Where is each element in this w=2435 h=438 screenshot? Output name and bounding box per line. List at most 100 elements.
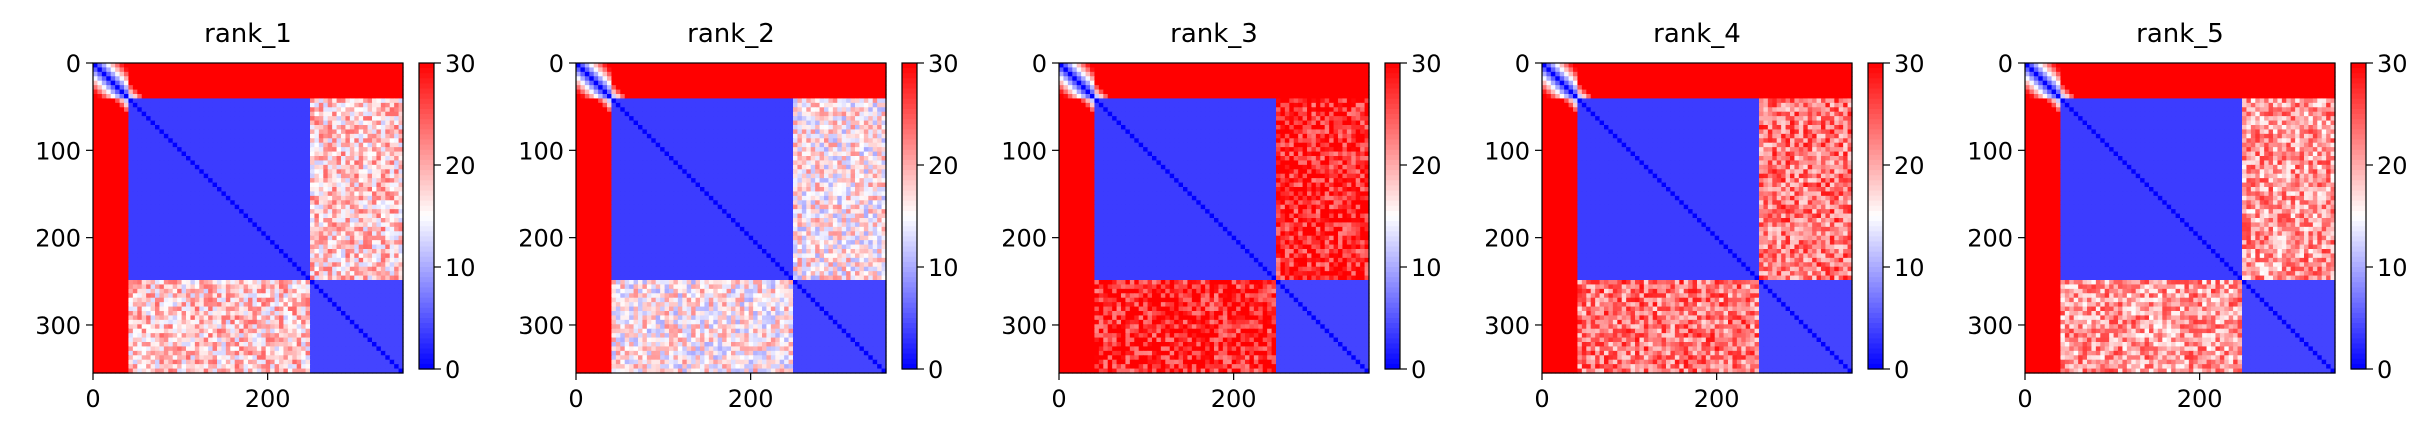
heatmap-cell (292, 328, 298, 334)
colorbar-segment (419, 292, 434, 299)
heatmap-cell (327, 249, 333, 255)
heatmap-cell (287, 178, 293, 184)
heatmap-cell (172, 98, 178, 104)
heatmap-cell (283, 368, 289, 374)
heatmap-cell (155, 204, 161, 210)
heatmap-cell (221, 368, 227, 374)
heatmap-cell (132, 209, 138, 215)
heatmap-cell (230, 195, 236, 201)
heatmap-cell (389, 275, 395, 281)
heatmap-cell (327, 94, 333, 100)
heatmap-cell (110, 213, 116, 219)
heatmap-cell (301, 187, 307, 193)
heatmap-cell (208, 306, 214, 312)
heatmap-cell (287, 257, 293, 263)
heatmap-cell (177, 306, 183, 312)
heatmap-cell (270, 350, 276, 356)
heatmap-cell (146, 293, 152, 299)
heatmap-cell (323, 350, 329, 356)
heatmap-cell (101, 262, 107, 268)
heatmap-cell (385, 262, 391, 268)
heatmap-cell (132, 350, 138, 356)
heatmap-cell (101, 120, 107, 126)
heatmap-cell (221, 226, 227, 232)
heatmap-cell (318, 142, 324, 148)
heatmap-cell (248, 364, 254, 370)
heatmap-cell (199, 85, 205, 91)
heatmap-cell (318, 328, 324, 334)
heatmap-cell (341, 89, 347, 95)
heatmap-cell (199, 293, 205, 299)
heatmap-cell (252, 288, 258, 294)
heatmap-cell (398, 324, 404, 330)
heatmap-cell (106, 129, 112, 135)
heatmap-cell (239, 337, 245, 343)
heatmap-cell (194, 297, 200, 303)
heatmap-cell (323, 324, 329, 330)
heatmap-cell (318, 107, 324, 113)
heatmap-cell (181, 359, 187, 365)
heatmap-cell (296, 164, 302, 170)
heatmap-cell (323, 218, 329, 224)
heatmap-cell (336, 156, 342, 162)
heatmap-cell (225, 337, 231, 343)
heatmap-cell (155, 213, 161, 219)
heatmap-cell (283, 302, 289, 308)
heatmap-cell (256, 187, 262, 193)
heatmap-cell (248, 85, 254, 91)
heatmap-cell (110, 359, 116, 365)
heatmap-cell (141, 257, 147, 263)
heatmap-cell (203, 293, 209, 299)
heatmap-cell (318, 284, 324, 290)
heatmap-cell (146, 297, 152, 303)
heatmap-cell (212, 94, 218, 100)
heatmap-cell (212, 306, 218, 312)
heatmap-cell (287, 169, 293, 175)
heatmap-cell (389, 319, 395, 325)
heatmap-cell (230, 311, 236, 317)
heatmap-cell (212, 271, 218, 277)
colorbar-segment (419, 251, 434, 258)
heatmap-cell (367, 151, 373, 157)
heatmap-cell (101, 275, 107, 281)
heatmap-cell (150, 164, 156, 170)
heatmap-cell (150, 160, 156, 166)
heatmap-cell (221, 324, 227, 330)
heatmap-cell (199, 280, 205, 286)
heatmap-cell (159, 182, 165, 188)
heatmap-cell (376, 111, 382, 117)
heatmap-cell (194, 235, 200, 241)
heatmap-cell (168, 89, 174, 95)
heatmap-cell (261, 262, 267, 268)
heatmap-cell (261, 213, 267, 219)
heatmap-cell (372, 218, 378, 224)
heatmap-cell (106, 169, 112, 175)
heatmap-cell (305, 98, 311, 104)
heatmap-cell (265, 116, 271, 122)
heatmap-cell (243, 71, 249, 77)
heatmap-cell (132, 231, 138, 237)
heatmap-cell (349, 138, 355, 144)
heatmap-cell (203, 138, 209, 144)
heatmap-cell (234, 333, 240, 339)
heatmap-cell (301, 85, 307, 91)
heatmap-cell (252, 151, 258, 157)
heatmap-cell (132, 222, 138, 228)
heatmap-cell (93, 244, 99, 250)
heatmap-cell (261, 178, 267, 184)
heatmap-cell (376, 178, 382, 184)
heatmap-cell (172, 346, 178, 352)
heatmap-cell (296, 209, 302, 215)
heatmap-cell (119, 169, 125, 175)
heatmap-cell (323, 293, 329, 299)
heatmap-cell (252, 142, 258, 148)
heatmap-cell (199, 266, 205, 272)
heatmap-cell (186, 218, 192, 224)
heatmap-cell (208, 244, 214, 250)
heatmap-cell (132, 280, 138, 286)
heatmap-cell (336, 262, 342, 268)
heatmap-cell (398, 147, 404, 153)
heatmap-cell (323, 173, 329, 179)
heatmap-cell (256, 280, 262, 286)
heatmap-cell (115, 213, 121, 219)
